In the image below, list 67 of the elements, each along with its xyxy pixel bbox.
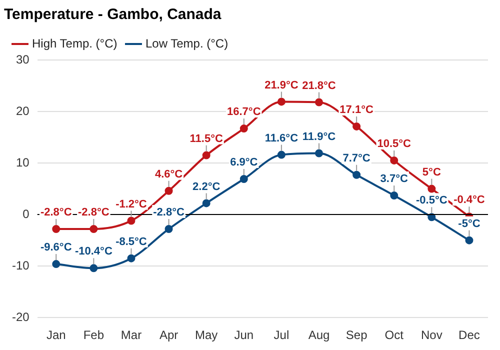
data-label: -0.5°C <box>416 194 448 207</box>
data-label: 10.5°C <box>377 138 412 150</box>
data-label: 11.6°C <box>264 132 298 144</box>
x-tick-label: Jun <box>234 328 254 342</box>
data-label: 5°C <box>422 166 441 178</box>
x-tick-label: Nov <box>420 328 442 342</box>
data-label: -0.4°C <box>454 194 485 206</box>
point <box>277 150 286 159</box>
point <box>127 254 136 262</box>
y-tick-label: 30 <box>16 52 30 66</box>
data-label: 6.9°C <box>230 156 258 169</box>
data-label: 21.8°C <box>302 80 336 92</box>
point <box>90 224 98 233</box>
point <box>465 236 474 244</box>
point <box>240 124 248 133</box>
point <box>127 216 136 225</box>
point <box>390 156 398 164</box>
data-label: 11.9°C <box>302 130 336 143</box>
x-tick-label: Sep <box>346 328 368 342</box>
chart-title: Temperature - Gambo, Canada <box>4 6 222 24</box>
x-tick-label: Aug <box>308 328 330 342</box>
x-tick-label: Oct <box>384 328 404 342</box>
data-label: -8.5°C <box>116 236 147 248</box>
data-label: -9.6°C <box>40 242 72 254</box>
y-tick-label: 0 <box>22 206 30 221</box>
data-label: 17.1°C <box>340 104 374 116</box>
x-tick-label: Feb <box>83 328 104 342</box>
point <box>202 199 210 208</box>
point <box>240 175 248 184</box>
point <box>52 260 60 268</box>
data-label: -1.2°C <box>116 198 147 210</box>
y-tick-label: 20 <box>16 104 30 118</box>
point <box>352 170 361 179</box>
point <box>390 192 398 200</box>
data-label: -10.4°C <box>74 246 112 258</box>
x-tick-label: Dec <box>458 328 480 342</box>
data-label: 3.7°C <box>380 173 408 186</box>
x-tick-label: Apr <box>159 328 178 342</box>
x-tick-label: Jan <box>46 328 66 342</box>
x-tick-label: May <box>195 328 218 342</box>
data-label: 7.7°C <box>342 152 370 164</box>
y-tick-label: -20 <box>12 310 30 324</box>
data-label: 11.5°C <box>190 132 223 145</box>
y-tick-label: 10 <box>16 155 30 170</box>
data-label: -2.8°C <box>40 206 72 219</box>
legend-label: High Temp. (°C) <box>32 36 118 50</box>
point <box>52 224 60 233</box>
point <box>164 224 173 233</box>
point <box>202 151 210 160</box>
legend-label: Low Temp. (°C) <box>145 36 228 50</box>
data-label: 16.7°C <box>227 106 261 118</box>
x-tick-label: Jul <box>274 328 290 342</box>
point <box>90 264 98 272</box>
y-tick-label: -10 <box>12 258 30 272</box>
point <box>315 98 324 106</box>
point <box>428 184 436 193</box>
point <box>277 98 286 106</box>
data-label: 4.6°C <box>154 168 183 180</box>
data-label: 21.9°C <box>264 79 298 92</box>
point <box>315 149 324 158</box>
data-label: 2.2°C <box>192 180 220 193</box>
x-tick-label: Mar <box>120 328 142 342</box>
point <box>352 122 361 130</box>
data-label: -5°C <box>458 218 480 230</box>
data-label: -2.8°C <box>78 206 110 219</box>
data-label: -2.8°C <box>153 206 184 219</box>
point <box>164 186 173 195</box>
